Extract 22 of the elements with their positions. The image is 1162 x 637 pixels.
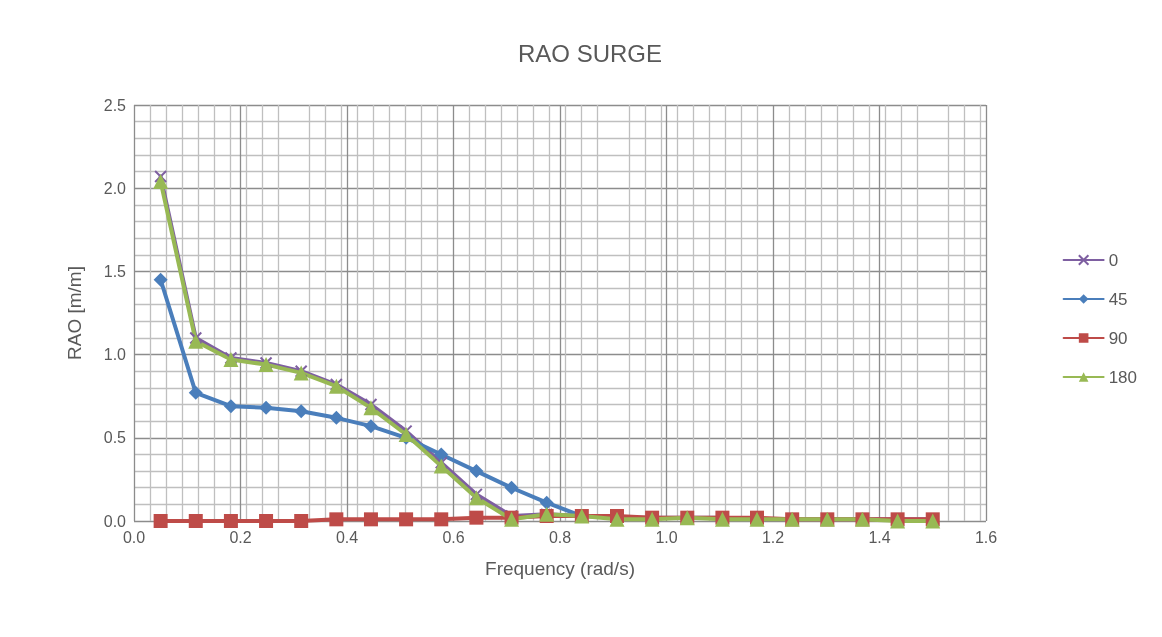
y-axis-title: RAO [m/m] (64, 266, 85, 360)
legend-label: 180 (1108, 367, 1138, 387)
x-tick-label: 0.4 (335, 528, 359, 546)
x-axis-title: Frequency (rad/s) (485, 558, 635, 579)
chart-title: RAO SURGE (517, 39, 663, 67)
legend-label: 45 (1108, 289, 1128, 309)
y-tick-label: 2.0 (103, 179, 127, 197)
x-tick-label: 0.0 (122, 528, 146, 546)
x-tick-label: 1.4 (868, 528, 891, 546)
x-tick-label: 0.8 (548, 528, 572, 546)
y-tick-label: 1.0 (103, 346, 127, 364)
x-tick-label: 1.2 (761, 528, 785, 546)
x-tick-label: 1.6 (974, 528, 998, 546)
y-tick-label: 0.5 (103, 429, 127, 447)
x-tick-label: 0.6 (442, 528, 465, 546)
legend-label: 0 (1108, 250, 1119, 270)
x-tick-label: 0.2 (229, 528, 252, 546)
y-tick-label: 0.0 (103, 512, 127, 530)
y-tick-label: 1.5 (103, 262, 127, 280)
legend-label: 90 (1108, 328, 1128, 348)
y-tick-label: 2.5 (103, 96, 127, 114)
x-tick-label: 1.0 (655, 528, 678, 546)
